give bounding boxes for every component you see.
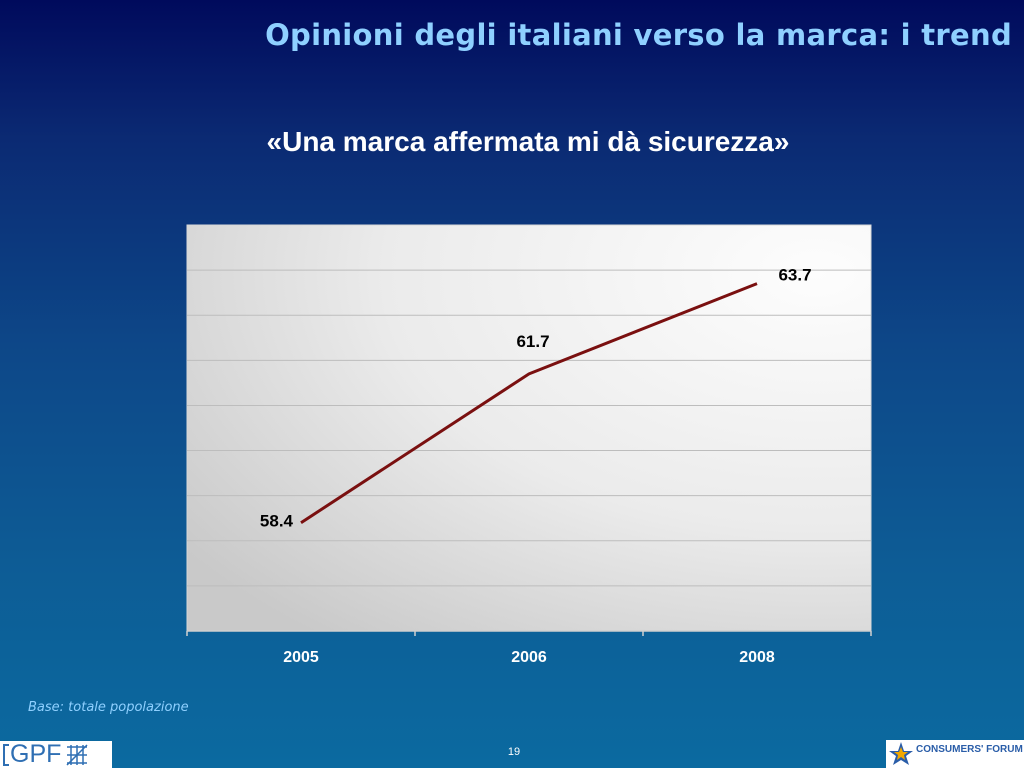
x-tick-label: 2006 xyxy=(511,649,547,666)
consumers-forum-star-icon xyxy=(889,742,913,765)
slide-title: Opinioni degli italiani verso la marca: … xyxy=(265,18,1012,52)
gpf-logo: GPF xyxy=(0,741,112,768)
consumers-forum-text: CONSUMERS' FORUM xyxy=(916,743,1023,755)
plot-area xyxy=(186,224,872,632)
data-label: 61.7 xyxy=(516,332,549,351)
x-tick-label: 2008 xyxy=(739,649,775,666)
gpf-logo-text: GPF xyxy=(10,741,62,768)
data-label: 58.4 xyxy=(260,512,294,531)
x-axis-ticks xyxy=(186,631,872,636)
x-tick-labels: 2005 2006 2008 xyxy=(283,649,775,666)
base-note: Base: totale popolazione xyxy=(28,700,189,715)
gpf-bracket-icon xyxy=(3,743,9,766)
gpf-grid-icon xyxy=(66,743,88,766)
x-tick-label: 2005 xyxy=(283,649,319,666)
chart-title: «Una marca affermata mi dà sicurezza» xyxy=(266,126,790,157)
consumers-forum-logo: CONSUMERS' FORUM xyxy=(886,740,1024,768)
data-label: 63.7 xyxy=(778,266,811,285)
gridlines xyxy=(187,269,871,587)
page-number: 19 xyxy=(507,746,521,758)
series-line xyxy=(300,282,758,524)
data-labels: 58.4 61.7 63.7 xyxy=(260,266,812,531)
